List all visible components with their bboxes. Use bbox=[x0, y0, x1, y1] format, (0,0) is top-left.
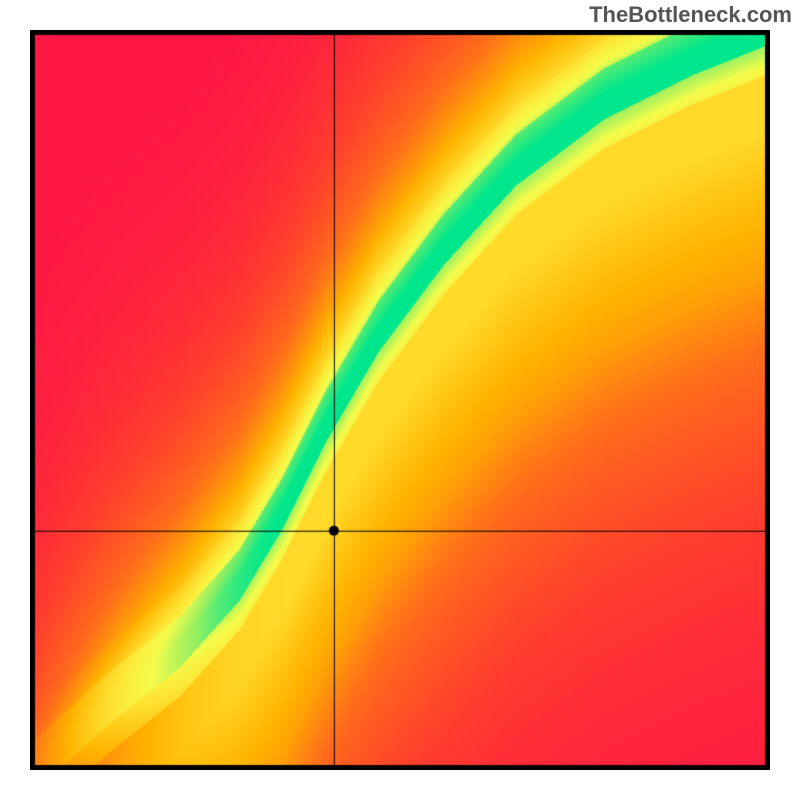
watermark-text: TheBottleneck.com bbox=[589, 2, 792, 28]
heatmap-canvas bbox=[30, 30, 770, 770]
chart-container: TheBottleneck.com bbox=[0, 0, 800, 800]
heatmap-chart bbox=[30, 30, 770, 770]
